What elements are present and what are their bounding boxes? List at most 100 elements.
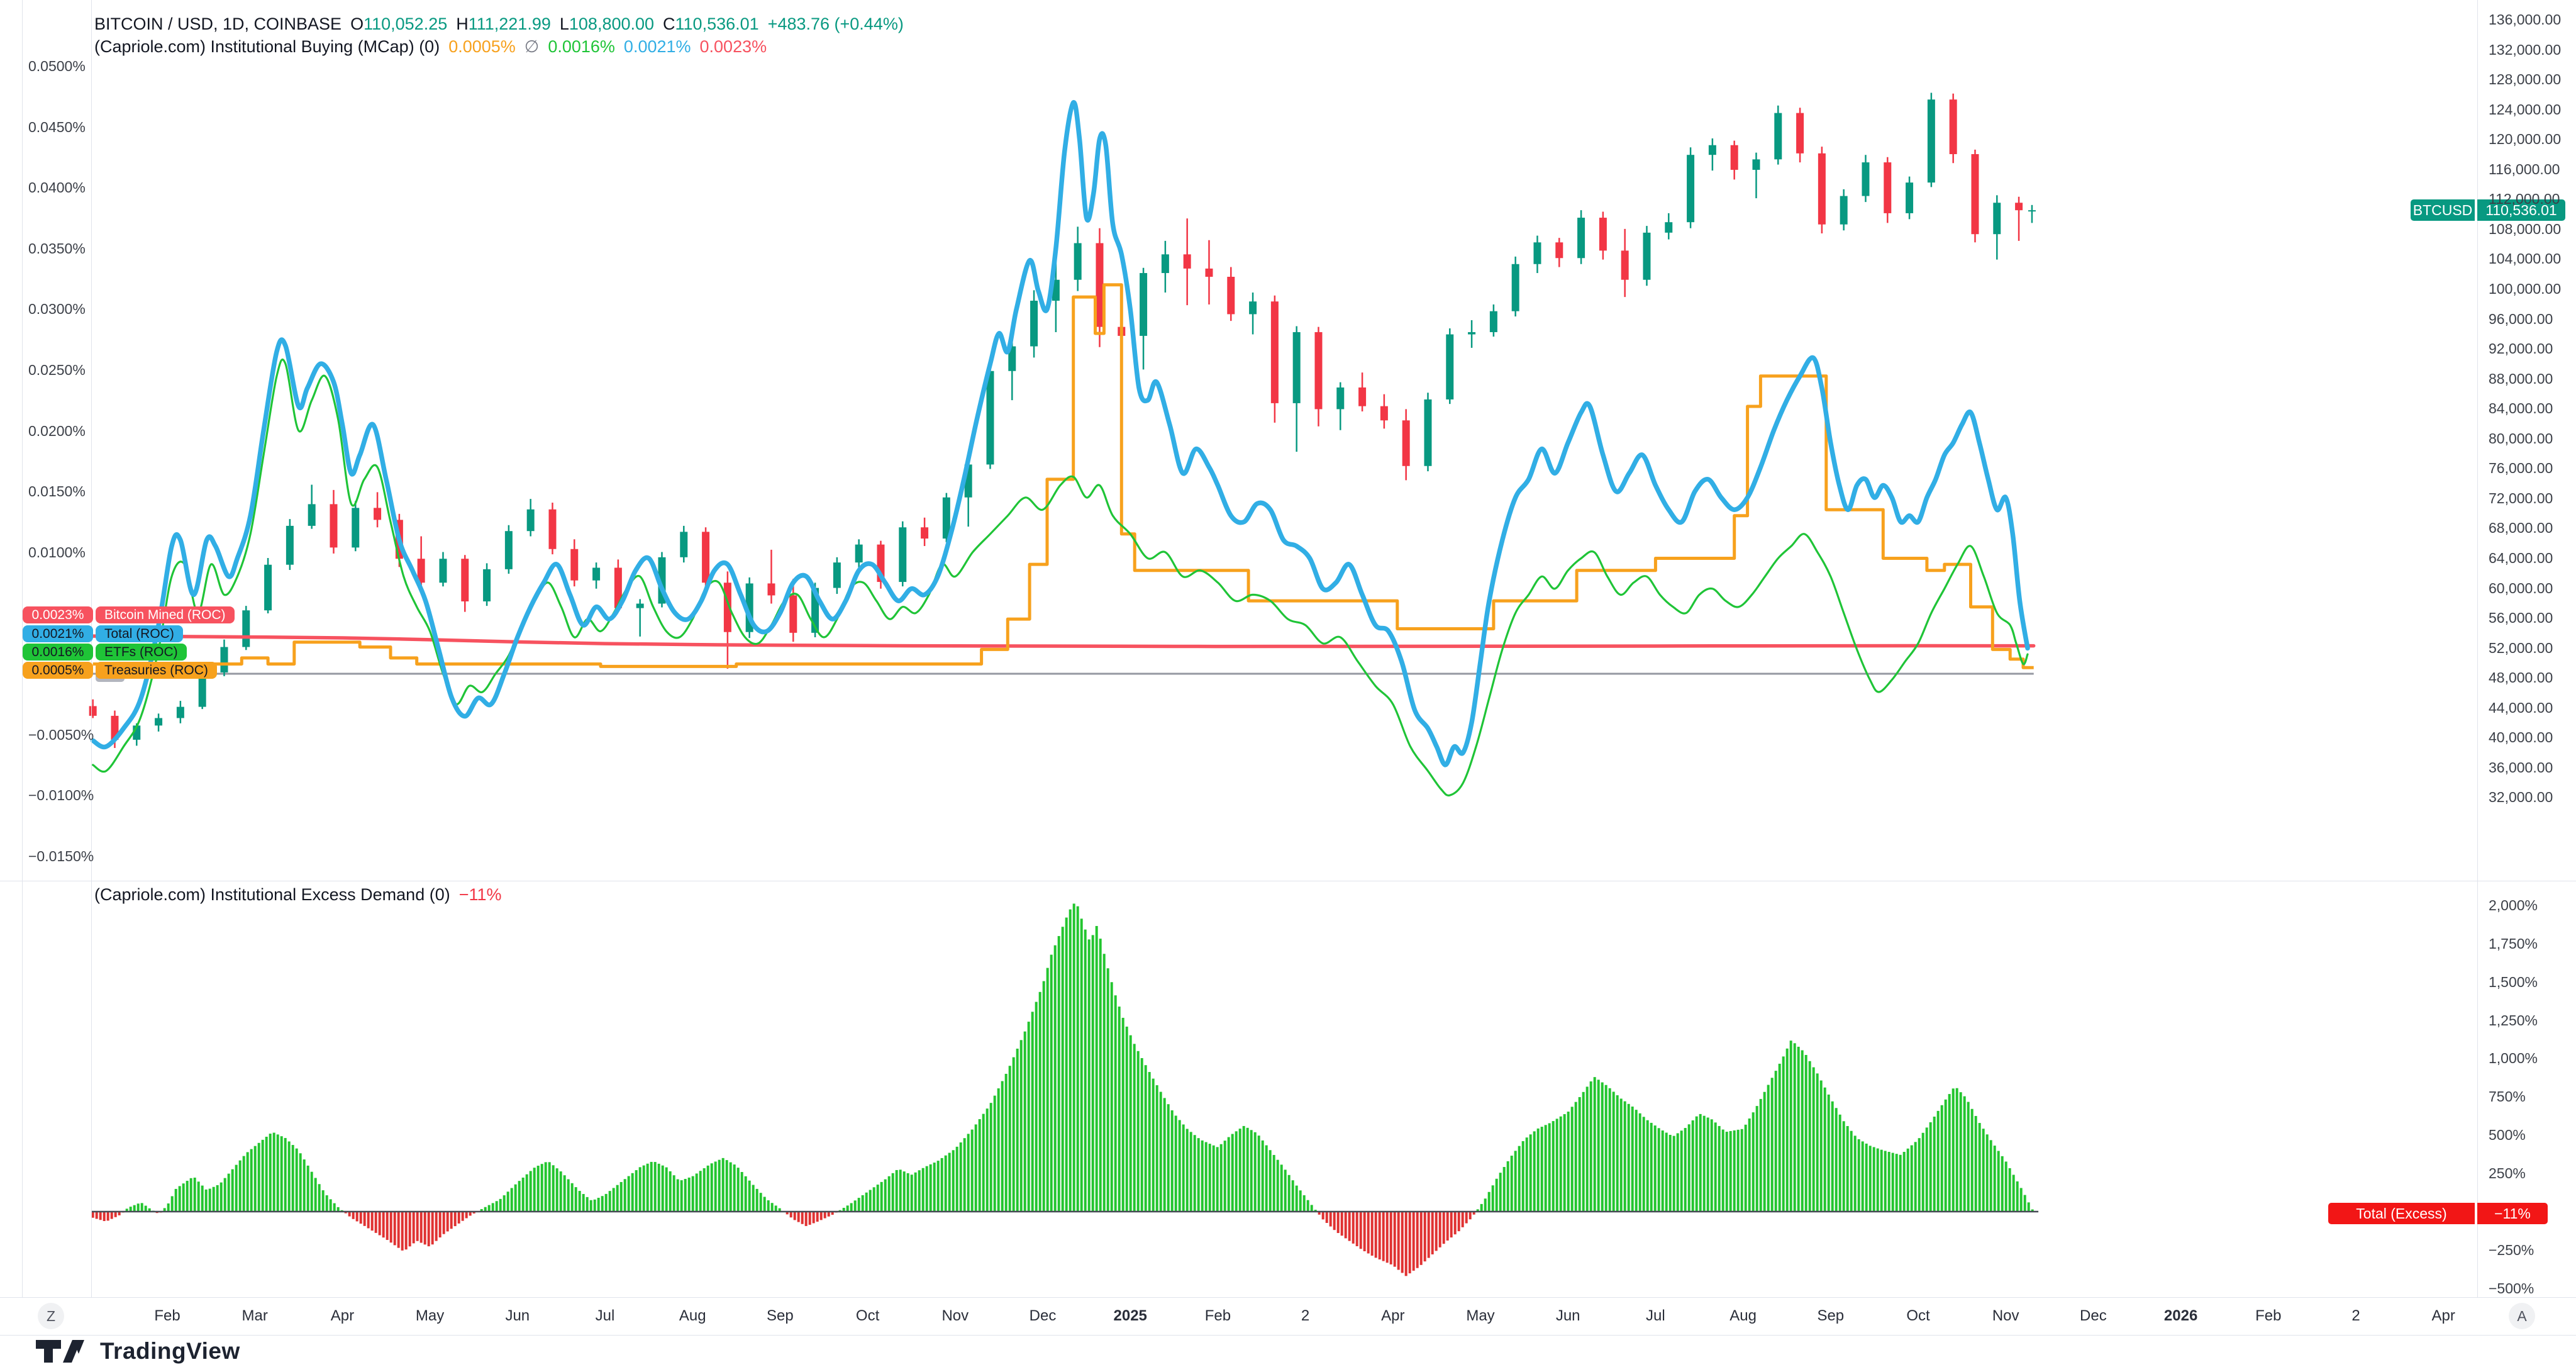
- excess-axis-tick: 1,000%: [2489, 1050, 2538, 1067]
- excess-demand-bar: [1382, 1212, 1385, 1261]
- excess-demand-bar: [1793, 1043, 1796, 1212]
- excess-demand-bar: [1333, 1212, 1336, 1230]
- excess-demand-bar: [1510, 1156, 1513, 1212]
- excess-demand-bar: [559, 1171, 562, 1212]
- excess-demand-bar: [1438, 1212, 1441, 1247]
- percent-axis-tick: 0.0100%: [28, 544, 86, 561]
- excess-demand-bar: [370, 1212, 374, 1231]
- excess-demand-bar: [1257, 1135, 1260, 1212]
- excess-demand-bar: [540, 1164, 543, 1212]
- right-scale-border: [2477, 0, 2478, 1297]
- excess-demand-bar: [1397, 1212, 1400, 1270]
- candle-body: [614, 567, 622, 608]
- time-label: Sep: [1817, 1307, 1845, 1324]
- excess-demand-bar: [1182, 1124, 1185, 1212]
- total-roc--line[interactable]: [90, 100, 2030, 767]
- candle-body: [1205, 268, 1213, 277]
- candle-body: [2028, 210, 2036, 212]
- candle-body: [921, 527, 929, 539]
- excess-demand-bar: [1238, 1129, 1241, 1212]
- candle-body: [483, 569, 491, 601]
- excess-demand-bar: [853, 1200, 857, 1212]
- excess-demand-bar: [110, 1212, 113, 1219]
- excess-demand-bar: [684, 1179, 687, 1212]
- etfs-roc--line[interactable]: [92, 359, 2029, 797]
- excess-demand-bar: [435, 1212, 438, 1241]
- excess-demand-bar: [484, 1207, 487, 1212]
- excess-demand-bar: [1714, 1122, 1717, 1212]
- excess-demand-bar: [1729, 1130, 1732, 1212]
- excess-demand-bar: [344, 1212, 347, 1214]
- excess-demand-bar: [2023, 1195, 2026, 1212]
- excess-demand-bar: [827, 1212, 830, 1217]
- excess-demand-bar: [1846, 1125, 1849, 1212]
- ohlc-open: O110,052.25: [350, 14, 448, 33]
- excess-demand-title[interactable]: (Capriole.com) Institutional Excess Dema…: [94, 885, 450, 904]
- excess-demand-bar: [955, 1146, 958, 1212]
- excess-demand-bar: [967, 1134, 970, 1212]
- time-label: 2026: [2163, 1307, 2198, 1324]
- indicator-title[interactable]: (Capriole.com) Institutional Buying (MCa…: [94, 37, 440, 56]
- auto-scale-button[interactable]: A: [2509, 1303, 2535, 1329]
- ohlc-close: C110,536.01: [663, 14, 759, 33]
- excess-demand-bar: [1767, 1085, 1770, 1212]
- excess-demand-bar: [318, 1184, 321, 1212]
- excess-demand-bar: [1672, 1135, 1675, 1212]
- excess-demand-bar: [1389, 1212, 1392, 1264]
- excess-demand-bar: [1046, 968, 1049, 1212]
- excess-demand-bar: [948, 1152, 951, 1212]
- excess-demand-bar: [106, 1212, 109, 1221]
- excess-demand-bar: [431, 1212, 434, 1245]
- price-axis-tick: 92,000.00: [2489, 340, 2553, 357]
- excess-demand-bar: [548, 1162, 551, 1212]
- excess-demand-bar: [619, 1181, 623, 1212]
- excess-demand-bar: [306, 1165, 309, 1212]
- excess-demand-bar: [1185, 1129, 1189, 1212]
- timezone-button[interactable]: Z: [38, 1303, 64, 1329]
- excess-demand-bar: [740, 1172, 743, 1212]
- candle-body: [1906, 182, 1914, 213]
- excess-demand-bar: [1563, 1114, 1566, 1212]
- tradingview-logo[interactable]: TradingView: [35, 1337, 240, 1365]
- excess-demand-bar: [1284, 1169, 1287, 1212]
- time-label: Jun: [1555, 1307, 1580, 1324]
- excess-demand-bar: [257, 1142, 260, 1212]
- candle-body: [1249, 301, 1257, 315]
- excess-demand-bar: [133, 1205, 136, 1212]
- symbol-title[interactable]: BITCOIN / USD, 1D, COINBASE: [94, 14, 342, 33]
- excess-demand-bar: [593, 1199, 596, 1212]
- excess-demand-bar: [401, 1212, 404, 1251]
- percent-axis-tick: 0.0150%: [28, 483, 86, 500]
- excess-demand-bar: [876, 1185, 879, 1212]
- excess-demand-bar: [1536, 1128, 1540, 1212]
- excess-demand-bar: [1118, 1007, 1121, 1212]
- excess-demand-bar: [1163, 1098, 1166, 1212]
- excess-demand-bar: [691, 1176, 694, 1212]
- percent-axis-tick: −0.0150%: [28, 847, 94, 864]
- excess-demand-bar: [1246, 1127, 1249, 1212]
- excess-demand-bar: [1944, 1099, 1947, 1212]
- excess-demand-bar: [819, 1212, 823, 1220]
- bitcoin-mined-roc--line[interactable]: [91, 634, 2036, 649]
- price-axis-tick: 112,000.00: [2489, 191, 2560, 208]
- excess-demand-bar: [1148, 1072, 1151, 1212]
- excess-demand-bar: [985, 1108, 989, 1212]
- time-label: Jul: [1646, 1307, 1665, 1324]
- excess-demand-bar: [269, 1134, 272, 1212]
- excess-demand-bar: [1480, 1203, 1483, 1212]
- candle-body: [789, 595, 797, 633]
- excess-demand-bar: [521, 1177, 525, 1212]
- excess-demand-bar: [831, 1212, 834, 1215]
- excess-demand-bar: [2004, 1161, 2007, 1212]
- excess-demand-bar: [1102, 954, 1106, 1212]
- excess-demand-bar: [495, 1201, 498, 1212]
- treasuries-roc-line[interactable]: [92, 283, 2034, 669]
- excess-demand-bar: [672, 1175, 675, 1212]
- excess-demand-bar: [1167, 1104, 1170, 1212]
- excess-demand-bar: [1031, 1012, 1034, 1212]
- excess-demand-bar: [321, 1190, 325, 1212]
- excess-demand-bar: [193, 1177, 196, 1212]
- excess-demand-bar: [706, 1165, 709, 1212]
- excess-demand-bar: [416, 1212, 419, 1241]
